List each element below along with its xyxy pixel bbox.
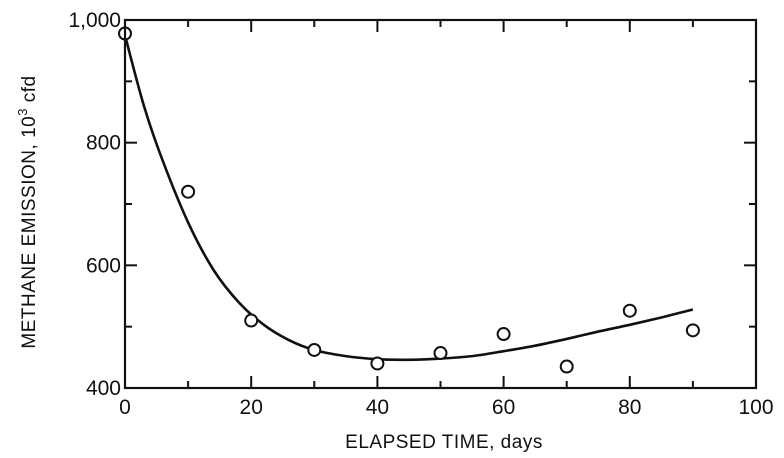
ticks-layer [124,19,757,389]
y-tick-label-400: 400 [86,377,121,400]
y-tick-label-600: 600 [86,254,121,277]
data-point-60 [496,327,511,342]
y-axis-title-unit: cfd [19,75,40,108]
data-point-20 [244,313,259,328]
x-axis-title: ELAPSED TIME, days [345,432,543,453]
data-point-70 [559,359,574,374]
curve-layer [123,34,694,362]
data-point-50 [433,346,448,361]
x-tick-label-0: 0 [119,396,131,419]
x-tick-label-100: 100 [738,396,773,419]
x-tick-label-60: 60 [492,396,515,419]
y-axis-title: METHANE EMISSION, 103 cfd [15,75,40,348]
y-axis-title-main: METHANE EMISSION, 10 [19,116,40,349]
y-axis-title-exponent: 3 [15,108,30,116]
x-tick-label-20: 20 [240,396,263,419]
x-tick-label-40: 40 [366,396,389,419]
plot-frame [123,18,758,390]
fitted-curve [123,34,694,362]
y-tick-label-800: 800 [86,132,121,155]
data-point-80 [622,303,637,318]
points-layer [118,26,700,374]
data-point-10 [181,184,196,199]
labels-layer: 0 20 40 60 80 100 400 600 800 1,000 [68,9,773,419]
data-point-30 [307,342,322,357]
data-point-90 [685,323,700,338]
x-tick-label-80: 80 [618,396,641,419]
y-tick-label-1000: 1,000 [68,9,121,32]
data-point-40 [370,356,385,371]
